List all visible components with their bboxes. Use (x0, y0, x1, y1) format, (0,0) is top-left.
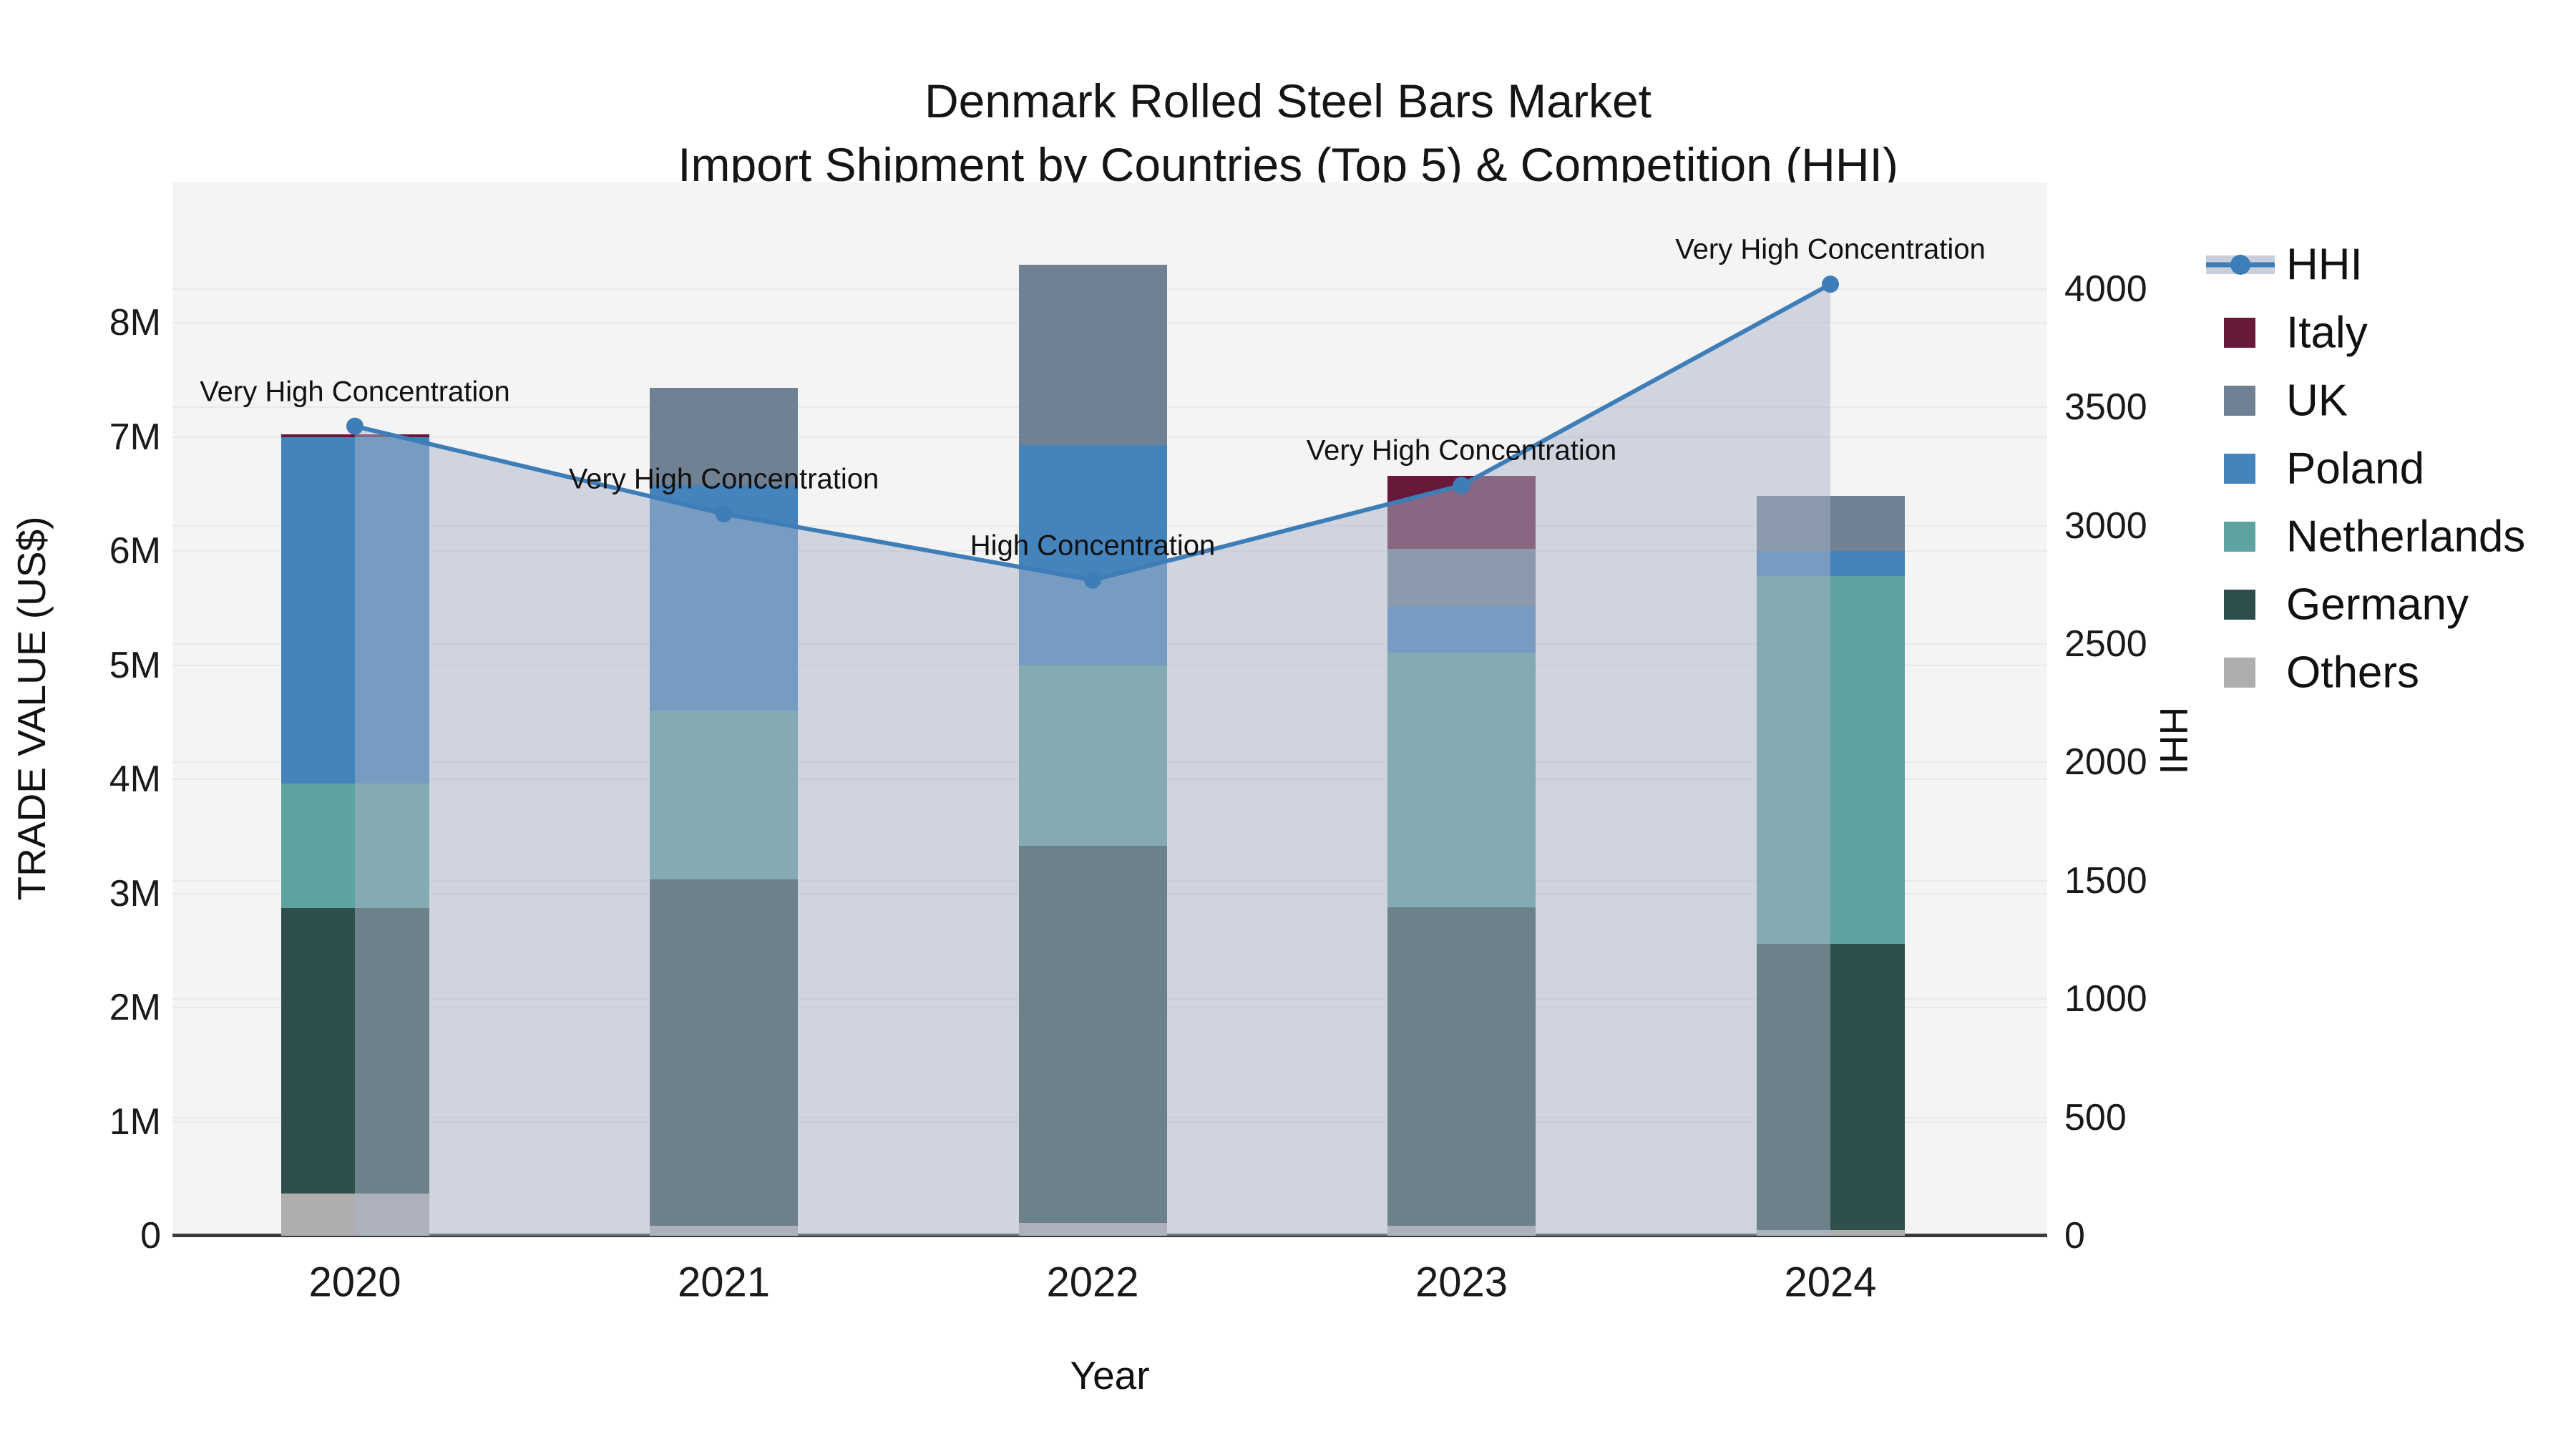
plot-area: Very High Concentration Very High Concent… (172, 182, 2047, 1237)
hhi-marker-2020 (346, 417, 364, 435)
y-left-tick-1M: 1M (109, 1101, 161, 1143)
legend-label-hhi: HHI (2286, 240, 2363, 290)
y-right-tick-500: 500 (2064, 1096, 2127, 1138)
hhi-marker-2023 (1453, 477, 1470, 494)
annotation-2020: Very High Concentration (200, 376, 510, 408)
annotation-2023: Very High Concentration (1306, 434, 1617, 467)
y-right-tick-0: 0 (2064, 1215, 2085, 1257)
annotation-2021: Very High Concentration (568, 463, 879, 495)
y-left-tick-0: 0 (140, 1215, 161, 1257)
legend-label-poland: Poland (2286, 444, 2425, 494)
hhi-area (355, 284, 1830, 1236)
legend-label-italy: Italy (2286, 308, 2368, 358)
legend-swatch-germany (2224, 590, 2255, 620)
y-left-tick-5M: 5M (109, 644, 161, 686)
x-tick-2021: 2021 (677, 1259, 771, 1306)
hhi-marker-2021 (715, 505, 733, 523)
y-right-tick-1500: 1500 (2064, 859, 2147, 902)
legend-label-germany: Germany (2286, 580, 2469, 630)
y-left-tick-7M: 7M (109, 416, 161, 458)
x-tick-2023: 2023 (1415, 1259, 1508, 1306)
legend-swatch-poland (2224, 454, 2255, 484)
y-left-tick-4M: 4M (109, 758, 161, 800)
y-right-tick-3000: 3000 (2064, 504, 2147, 547)
bar-segment-uk-2021 (650, 387, 798, 485)
y-left-tick-8M: 8M (109, 302, 161, 343)
y-right-tick-3500: 3500 (2064, 386, 2147, 429)
legend-swatch-italy (2224, 318, 2255, 348)
y-right-tick-2500: 2500 (2064, 623, 2147, 665)
hhi-marker-2024 (1822, 275, 1839, 293)
legend-hhi-marker-sample (2230, 255, 2250, 275)
chart-title-line1: Denmark Rolled Steel Bars Market (924, 74, 1652, 127)
y-left-tick-3M: 3M (109, 872, 161, 914)
legend-swatch-others (2224, 658, 2255, 688)
y-left-tick-6M: 6M (109, 530, 161, 572)
y-right-tick-4000: 4000 (2064, 268, 2147, 310)
x-tick-2020: 2020 (308, 1259, 401, 1306)
legend-label-uk: UK (2286, 376, 2348, 426)
legend-swatch-uk (2224, 386, 2255, 416)
legend-label-others: Others (2286, 648, 2420, 698)
legend-swatch-netherlands (2224, 522, 2255, 552)
annotation-2024: Very High Concentration (1675, 233, 1986, 265)
chart-title-line2: Import Shipment by Countries (Top 5) & C… (678, 138, 1898, 191)
y-axis-title-left: TRADE VALUE (US$) (9, 516, 54, 901)
hhi-line-layer (346, 275, 1839, 1236)
x-tick-2024: 2024 (1784, 1259, 1877, 1306)
y-axis-title-right: HHI (2152, 706, 2196, 775)
legend-label-netherlands: Netherlands (2286, 512, 2526, 562)
hhi-marker-2022 (1084, 571, 1101, 589)
y-right-tick-1000: 1000 (2064, 978, 2147, 1020)
bar-segment-uk-2022 (1018, 264, 1167, 445)
x-tick-2022: 2022 (1046, 1259, 1139, 1306)
y-right-tick-2000: 2000 (2064, 741, 2147, 784)
x-axis-title: Year (1070, 1353, 1150, 1397)
y-left-tick-2M: 2M (109, 987, 161, 1028)
annotation-2022: High Concentration (970, 530, 1216, 562)
